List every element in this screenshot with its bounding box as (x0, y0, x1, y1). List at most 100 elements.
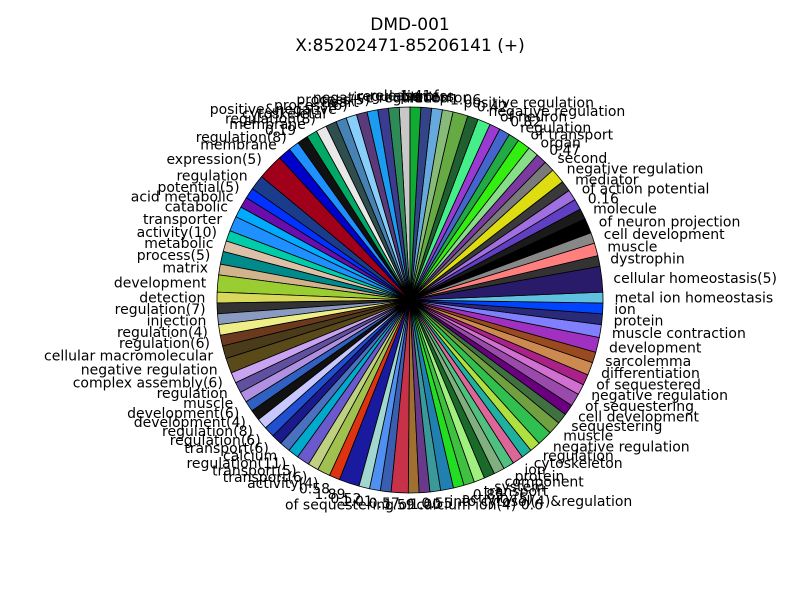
pie-label-89: organ (541, 136, 581, 152)
pie-label-97: 1.06 (450, 92, 481, 108)
pie-label-77: cellular homeostasis(5) (613, 271, 777, 287)
pie-label-59: protein (515, 469, 565, 485)
pie-slices (216, 106, 604, 494)
pie-label-39: calcium (223, 449, 277, 465)
pie-label-87: second (557, 151, 607, 167)
pie-label-79: muscle (607, 239, 657, 255)
pie-label-0: release of (370, 89, 440, 105)
pie-label-66: cell development (578, 410, 699, 426)
pie-label-33: muscle (183, 396, 233, 412)
pie-label-58: component (505, 474, 585, 490)
pie-label-12: membrane (200, 138, 277, 154)
pie-label-57: system (494, 479, 545, 495)
pie-label-20: metabolic (144, 236, 213, 252)
pie-label-36: regulation(8) (162, 424, 253, 440)
pie-label-90: of transport (531, 128, 614, 144)
pie-label-69: of sequestered (596, 378, 701, 394)
pie-label-16: acid metabolic (131, 190, 234, 206)
pie-label-50: of sequestering of calcium ion(4) 0.6 (285, 498, 543, 514)
pie-label-53: into cytosol(4)&regulation (449, 494, 632, 510)
pie-label-15: potential(5) (157, 180, 239, 196)
pie-label-76: metal ion homeostasis (615, 290, 774, 306)
pie-label-46: 0.52 (330, 492, 361, 508)
pie-label-67: of sequestering (585, 399, 694, 415)
pie-label-96: positive regulation (464, 96, 594, 112)
chart-title-line2: X:85202471-85206141 (+) (295, 36, 524, 56)
pie-label-7: cytoskeletal (242, 106, 326, 122)
pie-label-41: transport(5) (212, 463, 297, 479)
pie-label-74: protein (614, 313, 664, 329)
pie-label-48: 0.57 (369, 496, 400, 512)
pie-label-61: cytoskeleton (534, 456, 623, 472)
pie-label-98: receptor (409, 90, 468, 106)
pie-label-24: detection (139, 290, 205, 306)
pie-label-40: regulation(11) (186, 456, 286, 472)
pie-label-52: 0.55 (421, 496, 452, 512)
pie-label-60: ion (524, 463, 545, 479)
chart-title-line1: DMD-001 (370, 15, 449, 35)
pie-label-49: 1.59 (384, 497, 415, 513)
pie-label-86: negative regulation (567, 161, 704, 177)
pie-label-91: regulation (520, 121, 591, 137)
pie-label-95: 0.42 (477, 100, 508, 116)
pie-label-44: 0.58 (299, 481, 330, 497)
pie-label-42: transport(6) (223, 470, 308, 486)
pie-label-80: cell development (604, 227, 725, 243)
pie-label-1: regulation (357, 89, 428, 105)
pie-label-17: catabolic (165, 200, 228, 216)
pie-label-8: regulation(8) (225, 111, 316, 127)
pie-label-51: 1.00 (410, 497, 441, 513)
pie-label-38: transport(6) (184, 441, 269, 457)
pie-label-31: complex assembly(6) (73, 376, 223, 392)
pie-label-83: 0.16 (588, 192, 619, 208)
pie-label-28: regulation(6) (119, 336, 210, 352)
pie-label-37: regulation(6) (170, 433, 261, 449)
pie-label-100: 1.41 (400, 89, 431, 105)
pie-label-64: muscle (563, 429, 613, 445)
pie-label-43: activity(4) (247, 476, 318, 492)
pie-label-81: of neuron projection (599, 214, 741, 230)
pie-label-11: regulation(8) (196, 130, 287, 146)
pie-label-75: ion (614, 302, 635, 318)
pie-label-63: negative regulation (553, 439, 690, 455)
pie-label-92: 0.82 (510, 115, 541, 131)
pie-label-93: of neuron (500, 109, 567, 125)
pie-label-82: molecule (593, 202, 657, 218)
pie-label-78: dystrophin (610, 252, 685, 268)
pie-label-34: development(6) (127, 406, 239, 422)
pie-slice-100 (409, 106, 422, 301)
pie-label-6: positive&negative (210, 102, 337, 118)
pie-label-30: negative regulation (81, 363, 218, 379)
pie-label-94: negative regulation (489, 104, 626, 120)
pie-label-47: 1.01 (342, 494, 373, 510)
pie-label-56: transport (484, 484, 549, 500)
pie-label-25: regulation(7) (115, 302, 206, 318)
pie-label-65: sequestering (571, 419, 662, 435)
pie-label-21: process(5) (137, 248, 211, 264)
pie-label-13: expression(5) (166, 152, 261, 168)
pie-label-71: sarcolemma (605, 354, 691, 370)
pie-label-73: muscle contraction (612, 326, 746, 342)
pie-label-55: 0.85 (473, 488, 504, 504)
pie-label-4: heart (321, 95, 359, 111)
pie-label-70: differentiation (601, 366, 700, 382)
pie-label-54: activity(5) (462, 491, 533, 507)
pie-label-29: cellular macromolecular (44, 348, 213, 364)
pie-label-18: transporter (143, 212, 222, 228)
pie-label-2: negative regulation (313, 90, 450, 106)
pie-label-3: process(5) (296, 92, 370, 108)
pie-label-35: development(4) (134, 415, 246, 431)
pie-label-68: negative regulation (591, 388, 728, 404)
pie-label-99: process (400, 89, 454, 105)
pie-label-84: of action potential (582, 182, 710, 198)
pie-label-72: development (609, 341, 702, 357)
pie-label-27: regulation(4) (117, 325, 208, 341)
pie-label-10: 0.19 (265, 123, 296, 139)
pie-label-22: matrix (162, 261, 208, 277)
pie-label-45: 1.89 (314, 487, 345, 503)
pie-label-19: activity(10) (137, 225, 217, 241)
pie-label-14: regulation (176, 169, 247, 185)
pie-label-88: 0.47 (549, 143, 580, 159)
